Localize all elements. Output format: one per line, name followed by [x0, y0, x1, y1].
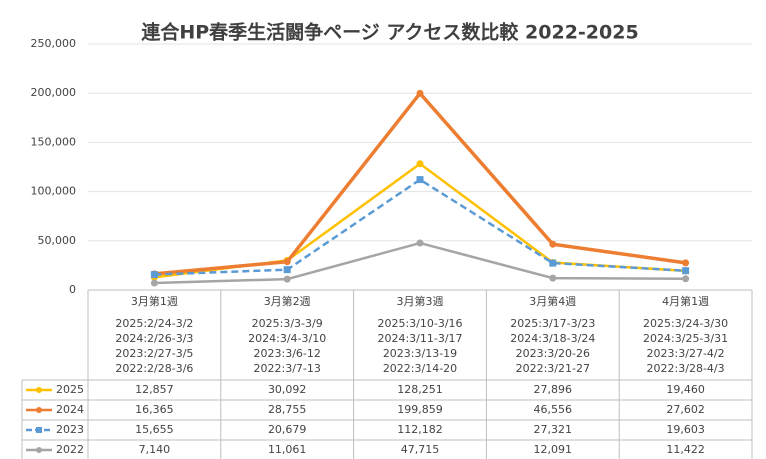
y-tick-label: 50,000 [38, 234, 77, 247]
category-date: 2024:2/26-3/3 [115, 332, 193, 345]
x-tick-label: 3月第4週 [529, 294, 576, 308]
category-date: 2025:2/24-3/2 [115, 317, 193, 330]
table-value: 128,251 [397, 383, 443, 396]
legend-marker [36, 427, 42, 433]
x-tick-label: 3月第3週 [397, 294, 444, 308]
legend-label: 2025 [56, 383, 84, 396]
category-date: 2022:2/28-3/6 [115, 362, 193, 375]
marker [549, 259, 557, 267]
category-date: 2023:2/27-3/5 [115, 347, 193, 360]
table-value: 11,061 [268, 443, 307, 456]
marker [150, 271, 158, 279]
category-date: 2025:3/3-3/9 [252, 317, 323, 330]
category-date: 2025:3/17-3/23 [510, 317, 595, 330]
table-value: 19,603 [666, 423, 705, 436]
marker [416, 239, 424, 247]
legend-label: 2022 [56, 443, 84, 456]
legend-marker [36, 447, 42, 453]
marker [682, 275, 690, 283]
marker [549, 240, 557, 248]
x-tick-label: 3月第1週 [131, 294, 178, 308]
x-tick-label: 3月第2週 [264, 294, 311, 308]
table-value: 12,091 [534, 443, 573, 456]
x-tick-label: 4月第1週 [662, 294, 709, 308]
chart-title: 連合HP春季生活闘争ページ アクセス数比較 2022-2025 [141, 21, 638, 44]
marker [682, 267, 690, 275]
table-value: 30,092 [268, 383, 307, 396]
category-date: 2023:3/13-19 [383, 347, 457, 360]
y-tick-label: 150,000 [31, 135, 77, 148]
marker [150, 279, 158, 287]
legend-label: 2023 [56, 423, 84, 436]
table-value: 47,715 [401, 443, 440, 456]
table-value: 16,365 [135, 403, 174, 416]
table-value: 11,422 [666, 443, 705, 456]
table-value: 112,182 [397, 423, 443, 436]
category-date: 2024:3/25-3/31 [643, 332, 728, 345]
table-value: 27,896 [534, 383, 573, 396]
category-date: 2024:3/18-3/24 [510, 332, 595, 345]
category-date: 2022:3/7-13 [254, 362, 321, 375]
marker [416, 89, 424, 97]
legend-label: 2024 [56, 403, 84, 416]
category-date: 2023:3/27-4/2 [647, 347, 725, 360]
legend-marker [36, 387, 42, 393]
table-value: 27,602 [666, 403, 705, 416]
table-value: 15,655 [135, 423, 174, 436]
table-value: 28,755 [268, 403, 307, 416]
marker [283, 275, 291, 283]
y-tick-label: 250,000 [31, 37, 77, 50]
marker [283, 266, 291, 274]
category-date: 2025:3/24-3/30 [643, 317, 728, 330]
y-tick-label: 100,000 [31, 185, 77, 198]
marker [549, 274, 557, 282]
table-value: 199,859 [397, 403, 443, 416]
table-value: 19,460 [666, 383, 705, 396]
category-date: 2022:3/21-27 [516, 362, 590, 375]
table-value: 12,857 [135, 383, 174, 396]
marker [416, 176, 424, 184]
marker [416, 160, 424, 168]
marker [283, 258, 291, 266]
table-value: 20,679 [268, 423, 307, 436]
category-date: 2023:3/6-12 [254, 347, 321, 360]
category-date: 2024:3/11-3/17 [377, 332, 462, 345]
category-date: 2023:3/20-26 [516, 347, 590, 360]
category-date: 2025:3/10-3/16 [377, 317, 462, 330]
y-tick-label: 200,000 [31, 86, 77, 99]
marker [682, 259, 690, 267]
category-date: 2022:3/28-4/3 [647, 362, 725, 375]
table-value: 7,140 [139, 443, 171, 456]
legend-marker [36, 407, 42, 413]
table-value: 46,556 [534, 403, 573, 416]
y-tick-label: 0 [69, 283, 76, 296]
category-date: 2024:3/4-3/10 [248, 332, 326, 345]
category-date: 2022:3/14-20 [383, 362, 457, 375]
table-value: 27,321 [534, 423, 573, 436]
line [154, 178, 686, 276]
